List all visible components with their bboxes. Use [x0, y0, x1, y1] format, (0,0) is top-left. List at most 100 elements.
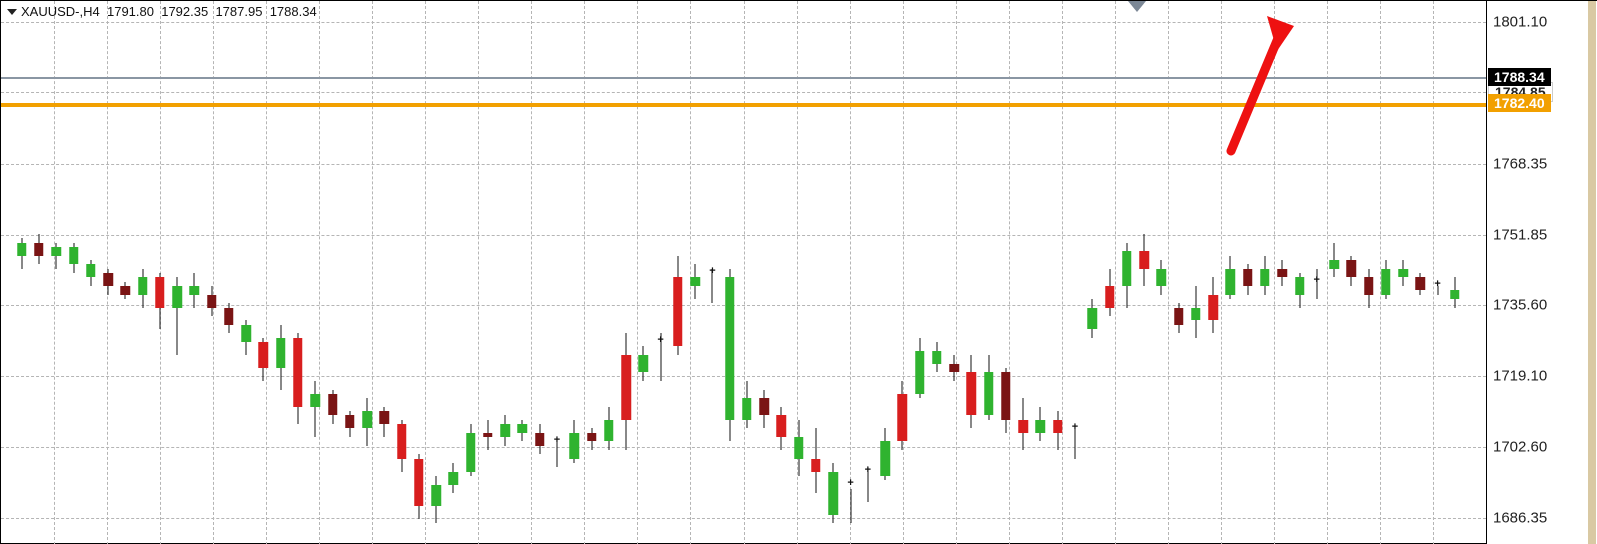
candlestick[interactable] [997, 1, 1014, 544]
candlestick-plot-area[interactable]: ++++++++ [1, 1, 1486, 544]
candlestick[interactable]: + [859, 1, 876, 544]
candlestick[interactable] [30, 1, 47, 544]
candlestick[interactable]: + [1066, 1, 1083, 544]
candlestick[interactable] [289, 1, 306, 544]
candlestick[interactable] [324, 1, 341, 544]
price-badge[interactable]: 1782.40 [1488, 94, 1551, 112]
candlestick[interactable] [1118, 1, 1135, 544]
candlestick[interactable] [1394, 1, 1411, 544]
candlestick[interactable] [168, 1, 185, 544]
candlestick[interactable] [980, 1, 997, 544]
scrollbar-edge-strip[interactable] [1588, 1, 1596, 544]
candlestick[interactable] [410, 1, 427, 544]
candle-body [1398, 269, 1407, 278]
candlestick[interactable] [117, 1, 134, 544]
candlestick[interactable] [669, 1, 686, 544]
candlestick[interactable] [203, 1, 220, 544]
candlestick[interactable] [876, 1, 893, 544]
candle-body [811, 459, 820, 472]
candlestick[interactable] [1049, 1, 1066, 544]
candlestick[interactable] [376, 1, 393, 544]
candlestick[interactable] [1153, 1, 1170, 544]
candlestick[interactable] [134, 1, 151, 544]
price-axis: 1801.101784.851768.351751.851735.601719.… [1486, 1, 1597, 544]
candlestick[interactable] [1325, 1, 1342, 544]
candlestick[interactable] [738, 1, 755, 544]
candlestick[interactable] [928, 1, 945, 544]
candlestick[interactable] [514, 1, 531, 544]
candlestick[interactable] [1084, 1, 1101, 544]
collapse-triangle-icon[interactable] [7, 9, 17, 15]
candlestick[interactable] [272, 1, 289, 544]
candlestick[interactable] [1446, 1, 1463, 544]
candlestick[interactable] [99, 1, 116, 544]
candle-body [414, 459, 423, 506]
candlestick[interactable] [721, 1, 738, 544]
candlestick[interactable] [566, 1, 583, 544]
candlestick[interactable] [635, 1, 652, 544]
candlestick[interactable] [1187, 1, 1204, 544]
candle-body [34, 243, 43, 256]
candlestick[interactable]: + [1308, 1, 1325, 544]
candle-body [121, 286, 130, 295]
candlestick[interactable] [238, 1, 255, 544]
candlestick[interactable] [186, 1, 203, 544]
candlestick[interactable] [220, 1, 237, 544]
candlestick[interactable] [1032, 1, 1049, 544]
chart-top-triangle-marker[interactable] [1128, 1, 1146, 12]
candlestick[interactable] [341, 1, 358, 544]
candlestick[interactable] [65, 1, 82, 544]
candlestick[interactable] [393, 1, 410, 544]
candle-body [1277, 269, 1286, 278]
candlestick[interactable] [617, 1, 634, 544]
candlestick[interactable] [462, 1, 479, 544]
candlestick[interactable] [825, 1, 842, 544]
candlestick[interactable] [963, 1, 980, 544]
candlestick[interactable] [1015, 1, 1032, 544]
candlestick[interactable] [1343, 1, 1360, 544]
candlestick[interactable]: + [1429, 1, 1446, 544]
candlestick[interactable]: + [842, 1, 859, 544]
candle-body [1295, 277, 1304, 294]
candlestick[interactable]: + [548, 1, 565, 544]
candlestick[interactable] [48, 1, 65, 544]
candlestick[interactable] [1101, 1, 1118, 544]
candlestick[interactable] [756, 1, 773, 544]
candle-body [172, 286, 181, 308]
candlestick[interactable] [1170, 1, 1187, 544]
candle-body [1157, 269, 1166, 286]
candlestick[interactable] [600, 1, 617, 544]
candlestick[interactable] [687, 1, 704, 544]
candlestick[interactable] [583, 1, 600, 544]
candlestick[interactable]: + [704, 1, 721, 544]
candlestick[interactable] [1377, 1, 1394, 544]
candle-body [276, 338, 285, 368]
candlestick[interactable] [255, 1, 272, 544]
candlestick[interactable] [151, 1, 168, 544]
candlestick[interactable] [1412, 1, 1429, 544]
candlestick[interactable] [497, 1, 514, 544]
candlestick[interactable] [790, 1, 807, 544]
trend-arrow-icon[interactable] [1219, 11, 1299, 166]
candlestick[interactable] [894, 1, 911, 544]
candlestick[interactable] [13, 1, 30, 544]
price-badge[interactable]: 1788.34 [1488, 68, 1551, 86]
candlestick[interactable] [479, 1, 496, 544]
candlestick[interactable] [358, 1, 375, 544]
candlestick[interactable] [1360, 1, 1377, 544]
candle-body [449, 472, 458, 485]
candlestick[interactable] [307, 1, 324, 544]
candlestick[interactable] [445, 1, 462, 544]
candlestick[interactable] [807, 1, 824, 544]
candlestick[interactable] [1135, 1, 1152, 544]
candlestick[interactable]: + [652, 1, 669, 544]
candlestick[interactable] [82, 1, 99, 544]
candlestick[interactable] [531, 1, 548, 544]
candlestick[interactable] [946, 1, 963, 544]
candle-body [293, 338, 302, 407]
candlestick[interactable] [773, 1, 790, 544]
candle-body [1139, 251, 1148, 268]
candlestick[interactable] [911, 1, 928, 544]
candle-body [621, 355, 630, 420]
candlestick[interactable] [428, 1, 445, 544]
